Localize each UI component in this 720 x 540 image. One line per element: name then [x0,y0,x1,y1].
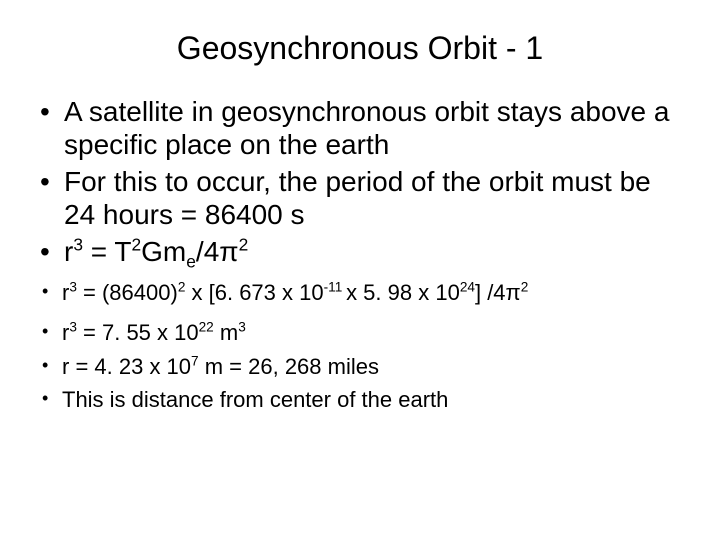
bullet-large: r3 = T2Gme/4π2 [36,235,684,268]
bullet-medium: r3 = (86400)2 x [6. 673 x 10-11 x 5. 98 … [36,278,684,308]
bullet-text: r3 = 7. 55 x 1022 m3 [62,320,246,345]
bullet-medium: r3 = 7. 55 x 1022 m3 [36,318,684,348]
slide: Geosynchronous Orbit - 1 A satellite in … [0,0,720,540]
bullet-medium: r = 4. 23 x 107 m = 26, 268 miles [36,352,684,382]
bullet-text: This is distance from center of the eart… [62,387,448,412]
bullet-text: r3 = (86400)2 x [6. 673 x 10-11 x 5. 98 … [62,280,528,305]
bullet-text: r3 = T2Gme/4π2 [64,236,248,267]
bullet-text: A satellite in geosynchronous orbit stay… [64,96,669,160]
bullet-list: A satellite in geosynchronous orbit stay… [36,95,684,415]
bullet-large: For this to occur, the period of the orb… [36,165,684,231]
bullet-text: r = 4. 23 x 107 m = 26, 268 miles [62,354,379,379]
slide-title: Geosynchronous Orbit - 1 [36,30,684,67]
bullet-large: A satellite in geosynchronous orbit stay… [36,95,684,161]
bullet-text: For this to occur, the period of the orb… [64,166,651,230]
bullet-medium: This is distance from center of the eart… [36,385,684,415]
